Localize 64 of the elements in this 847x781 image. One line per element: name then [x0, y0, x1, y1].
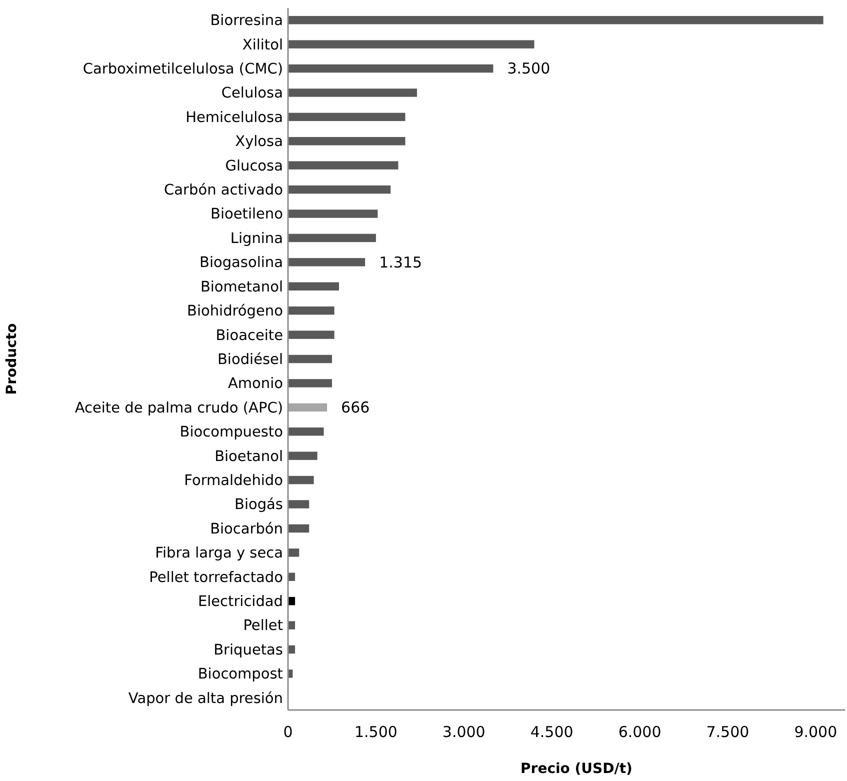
bar [288, 112, 406, 122]
y-tick-label: Briquetas [214, 642, 283, 658]
y-tick-label: Biogasolina [200, 255, 283, 272]
x-tick-label: 7.500 [706, 723, 750, 741]
y-tick-label: Electricidad [198, 594, 283, 610]
bar [288, 258, 366, 266]
bar [288, 476, 314, 484]
x-tick-label: 1.500 [354, 723, 398, 741]
bar [288, 40, 534, 48]
bar [288, 330, 334, 339]
bar [288, 500, 310, 508]
y-tick-label: Carbón activado [164, 182, 284, 199]
bar [288, 234, 376, 242]
y-tick-label: Biocarbón [210, 521, 283, 538]
data-label: 1.315 [379, 253, 422, 272]
bar [288, 428, 324, 436]
y-tick-label: Carboximetilcelulosa (CMC) [82, 61, 283, 78]
y-tick-label: Hemicelulosa [186, 110, 283, 126]
y-tick-label: Celulosa [221, 86, 283, 102]
y-tick-label: Pellet [243, 618, 284, 634]
bar [288, 452, 318, 460]
y-axis-title: Producto [4, 322, 20, 395]
y-tick-label: Bioetileno [210, 206, 284, 223]
y-tick-label: Bioetanol [214, 448, 283, 465]
x-tick-label: 6.000 [618, 723, 662, 741]
bar [288, 524, 310, 533]
y-tick-label: Aceite de palma crudo (APC) [74, 400, 283, 416]
bar [288, 282, 340, 290]
bar [288, 185, 391, 194]
y-tick-label: Pellet torrefactado [149, 570, 284, 586]
y-tick-label: Xilitol [242, 37, 283, 54]
bar [288, 548, 300, 557]
y-tick-label: Biometanol [200, 279, 283, 296]
x-tick-label: 3.000 [442, 723, 486, 741]
data-label: 3.500 [507, 60, 550, 78]
y-tick-label: Biodiésel [217, 352, 283, 368]
x-axis-title: Precio (USD/t) [520, 761, 632, 777]
bar [288, 64, 494, 73]
x-tick-label: 0 [283, 723, 293, 741]
y-tick-label: Biogás [234, 497, 283, 514]
y-tick-label: Amonio [228, 376, 284, 392]
y-tick-label: Vapor de alta presión [128, 690, 283, 707]
bar [288, 16, 824, 24]
bar [288, 137, 406, 146]
y-tick-label: Biohidrógeno [187, 304, 284, 320]
y-tick-label: Biocompost [198, 666, 284, 683]
bar [288, 379, 332, 388]
bar [288, 161, 398, 170]
bar [288, 88, 417, 97]
y-tick-label: Lignina [230, 230, 283, 247]
y-tick-label: Biorresina [210, 13, 283, 30]
bar [288, 210, 378, 218]
y-tick-label: Fibra larga y seca [155, 546, 283, 562]
y-tick-label: Bioaceite [216, 328, 284, 344]
y-tick-label: Formaldehido [184, 473, 284, 490]
bar [288, 306, 334, 315]
data-label: 666 [341, 398, 370, 417]
bar [288, 354, 332, 364]
bar [288, 403, 328, 412]
y-tick-label: Glucosa [225, 158, 283, 174]
x-tick-label: 9.000 [794, 723, 838, 741]
y-tick-label: Xylosa [235, 134, 283, 150]
x-tick-label: 4.500 [530, 723, 574, 741]
y-tick-label: Biocompuesto [180, 424, 284, 441]
